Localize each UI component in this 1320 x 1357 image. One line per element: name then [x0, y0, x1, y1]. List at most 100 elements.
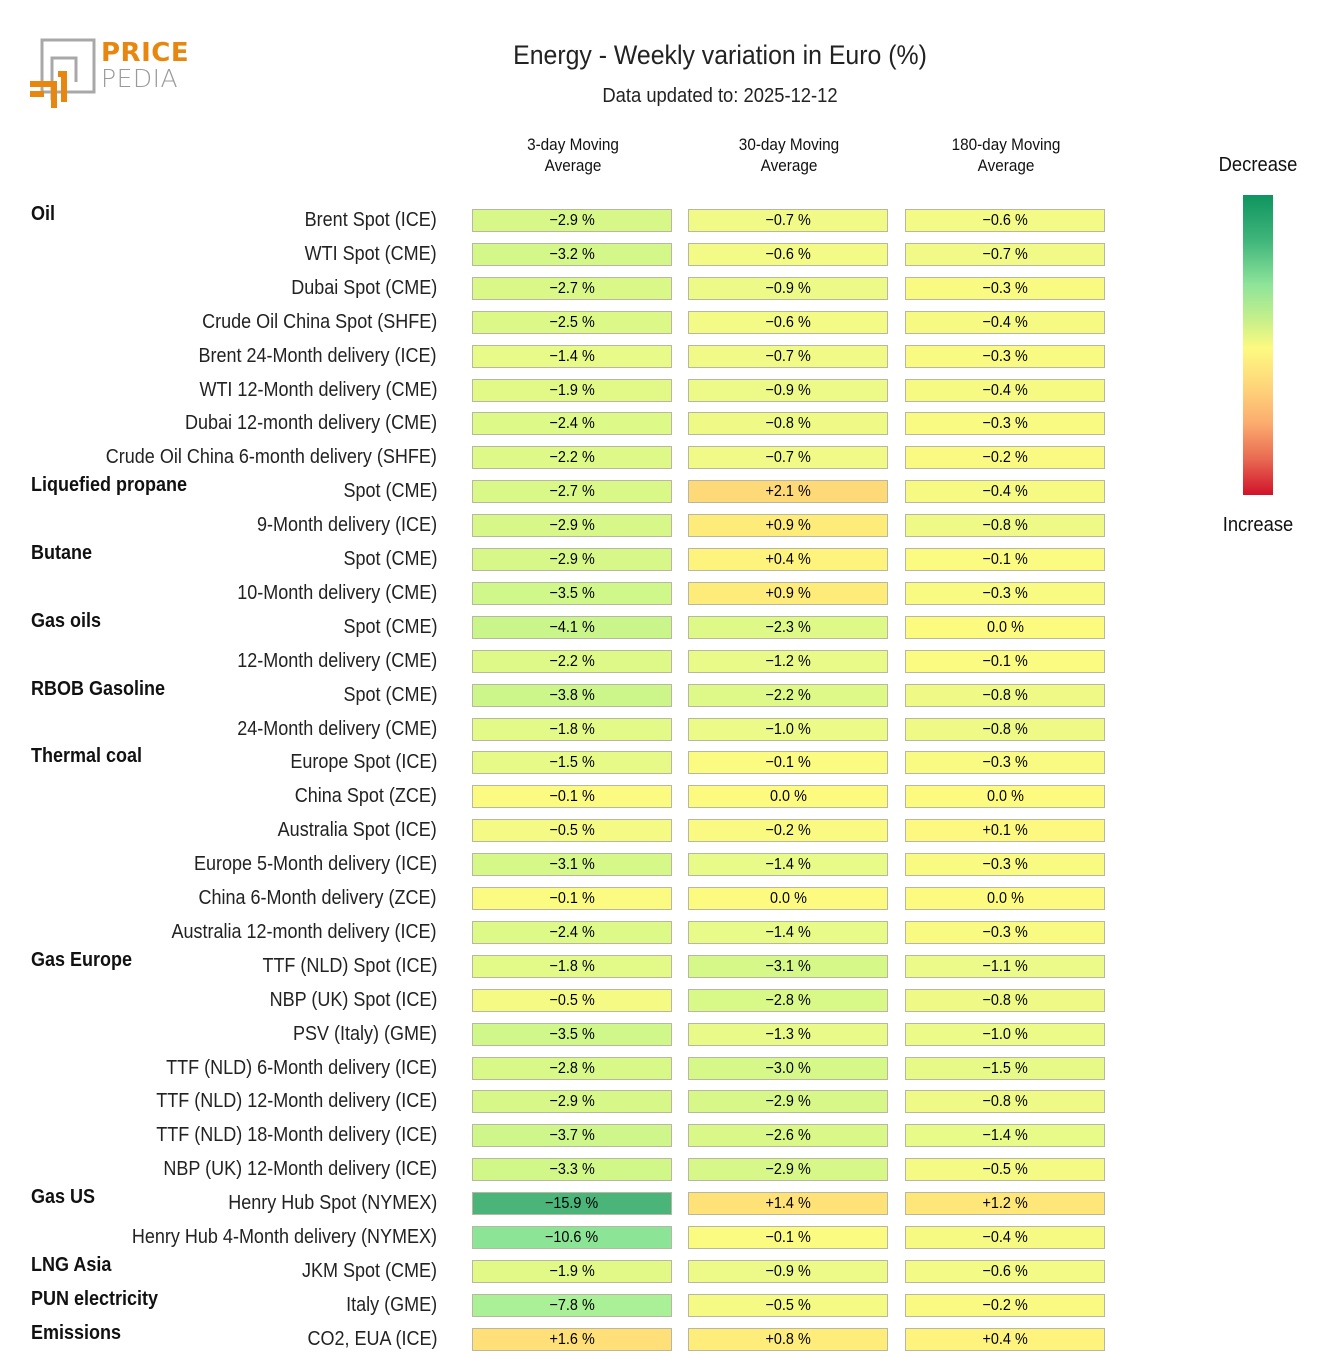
heatmap-cell: −0.9 %	[688, 378, 888, 402]
heatmap-cell: −1.5 %	[472, 751, 672, 775]
cell-value-label: −0.8 %	[982, 686, 1028, 704]
row-label: Spot (CME)	[342, 683, 437, 706]
cell-value-label: −1.0 %	[765, 720, 811, 738]
heatmap-cell: +0.9 %	[688, 581, 888, 605]
heatmap-cell: −2.4 %	[472, 412, 672, 436]
row-label: Europe 5-Month delivery (ICE)	[193, 853, 437, 876]
cell-value-label: −0.4 %	[982, 381, 1028, 399]
row-label: China Spot (ZCE)	[294, 785, 437, 808]
heatmap-cell: −0.4 %	[905, 378, 1105, 402]
heatmap-cell: −3.5 %	[472, 1022, 672, 1046]
cell-value-label: −0.6 %	[982, 212, 1028, 229]
heatmap-cell: −0.7 %	[688, 209, 888, 232]
heatmap-cell: −0.1 %	[688, 751, 888, 775]
heatmap-cell: −0.1 %	[472, 785, 672, 809]
heatmap-cell: −0.6 %	[688, 310, 888, 334]
heatmap-cell: −2.7 %	[472, 276, 672, 300]
heatmap-cell: +0.4 %	[688, 548, 888, 571]
row-label: TTF (NLD) Spot (ICE)	[261, 954, 437, 977]
heatmap-cell: +1.4 %	[688, 1192, 888, 1216]
heatmap-cell: −2.9 %	[472, 548, 672, 571]
cell-value-label: −0.2 %	[765, 822, 811, 840]
row-label: Crude Oil China 6-month delivery (SHFE)	[105, 446, 437, 469]
group-label: Gas US	[31, 1186, 96, 1209]
cell-value-label: −0.2 %	[982, 449, 1028, 467]
heatmap-cell: −1.9 %	[472, 1259, 672, 1283]
legend-label-increase: Increase	[1222, 514, 1294, 536]
group-label: Liquefied propane	[31, 474, 188, 497]
cell-value-label: +0.9 %	[765, 584, 811, 602]
cell-value-label: −0.9 %	[765, 1262, 811, 1280]
group-label: RBOB Gasoline	[31, 677, 166, 700]
heatmap-cell: −1.5 %	[905, 1056, 1105, 1080]
heatmap-cell: −0.6 %	[688, 242, 888, 266]
row-label: JKM Spot (CME)	[301, 1259, 437, 1282]
cell-value-label: −0.5 %	[982, 1161, 1028, 1179]
group-label: Butane	[31, 542, 93, 564]
heatmap-cell: −2.2 %	[688, 683, 888, 707]
legend-label-decrease: Decrease	[1218, 154, 1298, 176]
row-label: Crude Oil China Spot (SHFE)	[201, 310, 437, 333]
legend-gradient-bar	[1243, 195, 1273, 495]
row-label: Australia 12-month delivery (ICE)	[171, 920, 437, 943]
cell-value-label: −0.3 %	[982, 856, 1028, 874]
heatmap-cell: −2.9 %	[472, 1090, 672, 1114]
cell-value-label: −2.2 %	[549, 449, 595, 467]
heatmap-cell: −2.9 %	[688, 1090, 888, 1114]
heatmap-cell: −1.0 %	[688, 717, 888, 741]
cell-value-label: −15.9 %	[545, 1195, 599, 1213]
cell-value-label: +0.9 %	[765, 517, 811, 535]
heatmap-cell: −2.9 %	[688, 1158, 888, 1182]
cell-value-label: −0.8 %	[982, 720, 1028, 738]
heatmap-cell: −1.4 %	[472, 344, 672, 368]
cell-value-label: −0.8 %	[982, 991, 1028, 1009]
heatmap-cell: −0.5 %	[472, 988, 672, 1012]
column-header-30day: 30-day Moving Average	[698, 134, 880, 176]
heatmap-cell: +1.6 %	[472, 1327, 672, 1351]
row-label: TTF (NLD) 12-Month delivery (ICE)	[155, 1090, 437, 1113]
heatmap-cell: +0.9 %	[688, 514, 888, 538]
group-label: Gas Europe	[31, 948, 133, 971]
cell-value-label: −1.4 %	[765, 923, 811, 941]
group-label: Oil	[31, 203, 56, 225]
row-label: NBP (UK) 12-Month delivery (ICE)	[163, 1158, 437, 1181]
column-header-line2: Average	[544, 156, 602, 175]
column-header-line1: 30-day Moving	[738, 135, 840, 154]
cell-value-label: −2.5 %	[549, 313, 595, 331]
cell-value-label: −2.2 %	[549, 652, 595, 670]
heatmap-cell: −3.2 %	[472, 242, 672, 266]
cell-value-label: −1.3 %	[765, 1025, 811, 1043]
cell-value-label: +0.4 %	[765, 551, 811, 568]
cell-value-label: −0.1 %	[982, 652, 1028, 670]
row-label: Italy (GME)	[345, 1293, 437, 1316]
cell-value-label: −0.5 %	[765, 1296, 811, 1314]
cell-value-label: −0.7 %	[765, 449, 811, 467]
column-header-line2: Average	[977, 156, 1035, 175]
heatmap-cell: −2.7 %	[472, 480, 672, 504]
heatmap-cell: −2.4 %	[472, 920, 672, 944]
heatmap-cell: −1.1 %	[905, 954, 1105, 978]
heatmap-cell: −0.7 %	[688, 344, 888, 368]
cell-value-label: 0.0 %	[986, 788, 1024, 806]
group-label: Thermal coal	[31, 745, 143, 768]
heatmap-cell: −0.1 %	[688, 1226, 888, 1249]
cell-value-label: −2.9 %	[549, 551, 595, 568]
cell-value-label: −4.1 %	[549, 618, 595, 636]
group-label: LNG Asia	[31, 1253, 112, 1276]
row-label: CO2, EUA (ICE)	[306, 1327, 437, 1350]
cell-value-label: −0.6 %	[765, 313, 811, 331]
column-header-line2: Average	[760, 156, 818, 175]
heatmap-cell: −1.4 %	[688, 920, 888, 944]
chart-title: Energy - Weekly variation in Euro (%)	[513, 40, 927, 70]
cell-value-label: −7.8 %	[549, 1296, 595, 1314]
heatmap-cell: −0.2 %	[905, 1293, 1105, 1317]
cell-value-label: +0.4 %	[982, 1330, 1028, 1348]
cell-value-label: +1.2 %	[982, 1195, 1028, 1213]
heatmap-cell: −3.1 %	[472, 853, 672, 877]
cell-value-label: −3.8 %	[549, 686, 595, 704]
row-label: Dubai Spot (CME)	[290, 276, 437, 299]
cell-value-label: −0.7 %	[982, 245, 1028, 263]
cell-value-label: −2.6 %	[765, 1127, 811, 1145]
row-label: Brent 24-Month delivery (ICE)	[198, 344, 437, 367]
row-label: Spot (CME)	[342, 480, 437, 503]
